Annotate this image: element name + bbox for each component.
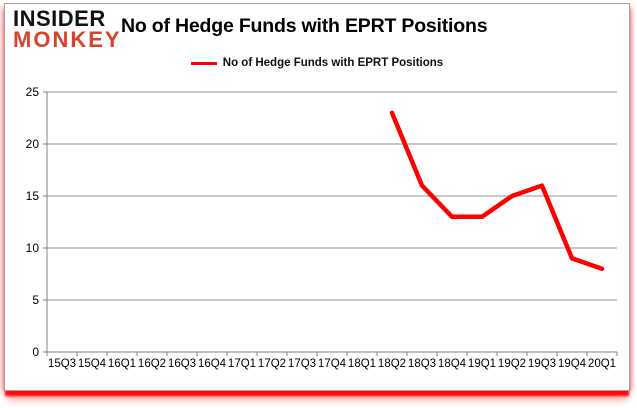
svg-text:16Q4: 16Q4 [198, 358, 227, 370]
svg-text:19Q1: 19Q1 [468, 358, 496, 370]
insider-monkey-logo: INSIDER MONKEY [13, 6, 122, 52]
svg-text:17Q4: 17Q4 [318, 358, 347, 370]
legend-line-swatch [190, 61, 217, 65]
chart-card: 0 5 10 15 20 25 15Q3 15Q4 16Q1 16Q2 16Q3 16Q4 17Q1 17… [4, 3, 630, 391]
svg-text:18Q2: 18Q2 [378, 358, 406, 370]
svg-text:16Q2: 16Q2 [138, 358, 166, 370]
svg-text:18Q3: 18Q3 [408, 358, 436, 370]
chart-title: No of Hedge Funds with EPRT Positions [121, 15, 488, 37]
svg-text:15: 15 [26, 189, 40, 203]
svg-text:20Q1: 20Q1 [588, 358, 616, 370]
logo-line-insider: INSIDER [13, 6, 106, 31]
svg-text:16Q1: 16Q1 [108, 358, 136, 370]
logo-line-monkey: MONKEY [13, 26, 122, 52]
svg-text:10: 10 [26, 241, 40, 255]
svg-text:25: 25 [26, 85, 40, 99]
svg-text:16Q3: 16Q3 [168, 358, 196, 370]
svg-text:17Q3: 17Q3 [288, 358, 316, 370]
svg-text:17Q2: 17Q2 [258, 358, 286, 370]
svg-text:18Q4: 18Q4 [438, 358, 467, 370]
svg-text:19Q3: 19Q3 [528, 358, 556, 370]
svg-text:17Q1: 17Q1 [228, 358, 256, 370]
svg-text:20: 20 [26, 137, 40, 151]
svg-text:15Q4: 15Q4 [78, 358, 107, 370]
chart-legend: No of Hedge Funds with EPRT Positions [5, 57, 629, 69]
svg-text:0: 0 [32, 345, 39, 359]
svg-text:15Q3: 15Q3 [48, 358, 76, 370]
legend-label: No of Hedge Funds with EPRT Positions [222, 57, 444, 69]
svg-text:19Q4: 19Q4 [558, 358, 587, 370]
svg-text:18Q1: 18Q1 [348, 358, 376, 370]
svg-text:19Q2: 19Q2 [498, 358, 526, 370]
svg-text:5: 5 [32, 293, 39, 307]
